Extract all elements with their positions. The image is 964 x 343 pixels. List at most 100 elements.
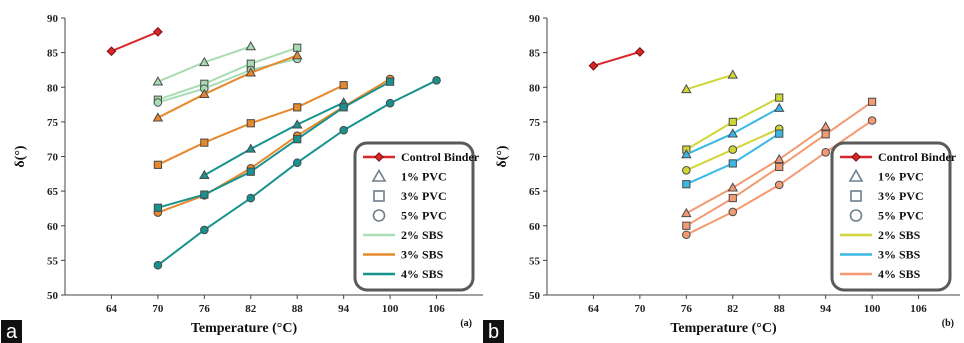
legend-entry: 3% SBS	[840, 248, 921, 262]
data-point	[682, 166, 691, 175]
data-point	[386, 77, 395, 86]
legend-label: 5% PVC	[401, 209, 447, 223]
data-point	[292, 158, 302, 168]
x-tick-label: 94	[820, 303, 832, 315]
data-point	[291, 119, 303, 129]
data-point	[820, 121, 831, 131]
panel-letter-badge: a	[1, 320, 22, 343]
legend-label: 3% PVC	[401, 189, 447, 203]
y-tick-label: 80	[529, 82, 541, 94]
series-4-sbs	[682, 97, 877, 230]
x-tick-label: 64	[588, 303, 600, 315]
legend-label: 3% SBS	[878, 248, 921, 262]
y-tick-label: 50	[529, 290, 541, 302]
series-4-sbs	[153, 76, 441, 270]
data-point	[821, 148, 830, 157]
legend-label: Control Binder	[878, 150, 957, 164]
y-tick-label: 65	[47, 186, 59, 198]
y-tick-label: 75	[529, 117, 541, 129]
legend: Control Binder 1% PVC 3% PVC 5% PVC 2% SBS 3%…	[830, 141, 957, 292]
legend-label: 1% PVC	[878, 170, 924, 184]
legend-label: 3% PVC	[878, 189, 924, 203]
legend-entry: Control Binder	[840, 150, 957, 164]
data-point	[727, 128, 739, 138]
data-point	[775, 129, 784, 138]
data-point	[152, 76, 164, 86]
data-point	[293, 135, 302, 144]
y-tick-label: 75	[47, 117, 59, 129]
data-point	[728, 207, 738, 217]
legend-entry: 5% PVC	[372, 209, 447, 223]
legend-entry: 3% PVC	[850, 189, 924, 203]
x-tick-label: 94	[338, 303, 350, 315]
data-point	[339, 125, 348, 135]
y-tick-label: 70	[529, 152, 541, 164]
data-point	[153, 203, 162, 212]
data-point	[682, 180, 691, 189]
data-point	[246, 167, 255, 176]
series-line	[157, 80, 391, 209]
data-point	[868, 97, 877, 106]
data-point	[681, 207, 692, 218]
legend-label: 4% SBS	[401, 267, 444, 281]
data-point	[106, 46, 117, 57]
data-point	[385, 98, 395, 108]
y-axis-title: δ(°)	[13, 145, 28, 168]
legend-label: 2% SBS	[401, 228, 444, 242]
data-point	[245, 40, 257, 51]
data-point	[200, 225, 209, 235]
legend-entry: 1% PVC	[848, 168, 924, 184]
data-point	[152, 26, 163, 37]
data-point	[773, 153, 785, 164]
data-point	[245, 143, 257, 153]
data-point	[773, 102, 785, 112]
series-2-sbs	[681, 69, 739, 94]
x-tick-label: 64	[106, 303, 118, 315]
legend-marker	[373, 190, 385, 202]
x-axis-title: Temperature (°C)	[670, 321, 777, 336]
series-4-sbs	[682, 116, 877, 240]
series-3-sbs	[152, 49, 303, 122]
y-tick-label: 70	[47, 152, 59, 164]
data-point	[199, 169, 210, 179]
panel-letter-box	[1, 320, 22, 343]
chart-panel-a: 50 55 60 65 70 75 80 85 90 64 70 76 82 88 94 100 106 Temp…	[1, 13, 483, 343]
panel-letter: b	[488, 321, 499, 343]
legend-label: 5% PVC	[878, 209, 924, 223]
data-point	[246, 119, 255, 128]
legend-entry: Control Binder	[363, 150, 480, 164]
data-point	[728, 193, 737, 203]
data-point	[432, 76, 441, 85]
data-point	[199, 88, 210, 98]
x-tick-label: 88	[292, 303, 304, 315]
series-3-sbs	[681, 102, 785, 159]
x-tick-label: 106	[910, 303, 927, 315]
y-tick-label: 60	[47, 221, 59, 233]
data-point	[728, 117, 737, 126]
legend-entry: 3% SBS	[363, 248, 444, 262]
data-point	[339, 81, 348, 90]
legend-marker	[848, 168, 864, 182]
data-point	[634, 47, 645, 57]
data-point	[775, 162, 784, 171]
data-point	[681, 83, 692, 94]
panel-sub-mark: (a)	[460, 318, 472, 329]
legend-marker	[372, 209, 386, 222]
panel-letter: a	[6, 321, 18, 343]
series-line	[203, 101, 345, 177]
legend-marker	[371, 168, 387, 182]
data-point	[728, 159, 737, 168]
legend-entry: 2% SBS	[363, 228, 444, 242]
legend-label: 3% SBS	[401, 248, 444, 262]
data-point	[588, 60, 599, 71]
data-point	[339, 103, 348, 112]
x-tick-label: 70	[152, 303, 164, 315]
x-tick-label: 100	[382, 303, 399, 315]
data-point	[199, 56, 210, 67]
legend-entry: 1% PVC	[371, 168, 447, 184]
data-point	[293, 103, 302, 112]
y-tick-label: 50	[47, 290, 59, 302]
data-point	[682, 221, 691, 230]
data-point	[681, 149, 692, 159]
